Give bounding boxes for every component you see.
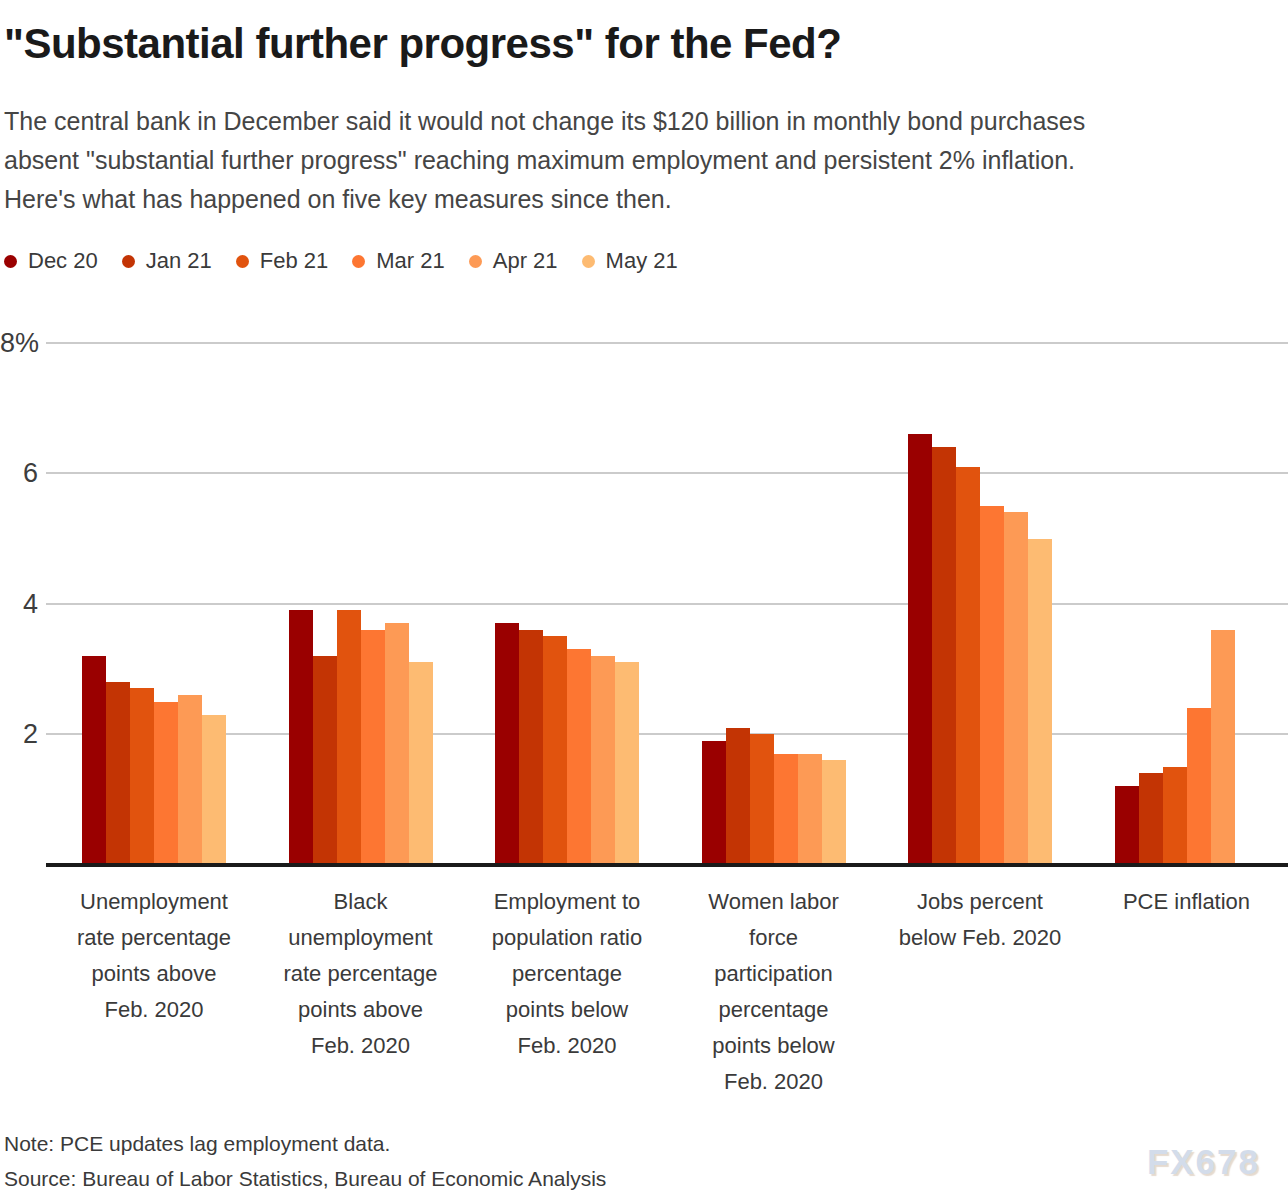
category-label-3: Employment to population ratio percentag…: [461, 884, 673, 1064]
bar-dec-20-cat5: [908, 434, 932, 864]
bar-jan-21-cat3: [519, 630, 543, 865]
gridline-2: [46, 733, 1288, 735]
y-axis-tick-6: 6: [0, 459, 38, 487]
legend-dot-icon: [236, 255, 249, 268]
legend-item-mar-21: Mar 21: [352, 248, 444, 274]
legend-item-jan-21: Jan 21: [122, 248, 212, 274]
gridline-6: [46, 472, 1288, 474]
category-label-6: PCE inflation: [1081, 884, 1288, 920]
legend-item-dec-20: Dec 20: [4, 248, 98, 274]
bar-feb-21-cat3: [543, 636, 567, 864]
legend-label-apr-21: Apr 21: [493, 248, 558, 274]
legend-item-may-21: May 21: [582, 248, 678, 274]
bar-may-21-cat2: [409, 662, 433, 864]
bar-feb-21-cat5: [956, 467, 980, 865]
legend-dot-icon: [582, 255, 595, 268]
bar-feb-21-cat6: [1163, 767, 1187, 865]
bar-may-21-cat4: [822, 760, 846, 864]
bar-feb-21-cat4: [750, 734, 774, 864]
watermark: FX678: [1147, 1142, 1260, 1182]
bar-apr-21-cat4: [798, 754, 822, 865]
bar-jan-21-cat1: [106, 682, 130, 865]
x-axis-line: [46, 863, 1288, 867]
bar-mar-21-cat4: [774, 754, 798, 865]
bar-jan-21-cat4: [726, 728, 750, 865]
chart-note: Note: PCE updates lag employment data.: [4, 1131, 390, 1156]
gridline-8: [46, 342, 1288, 344]
bar-apr-21-cat1: [178, 695, 202, 865]
bar-feb-21-cat1: [130, 688, 154, 864]
legend-item-feb-21: Feb 21: [236, 248, 329, 274]
bar-mar-21-cat3: [567, 649, 591, 864]
category-label-5: Jobs percent below Feb. 2020: [874, 884, 1086, 956]
legend-label-may-21: May 21: [606, 248, 678, 274]
bar-jan-21-cat5: [932, 447, 956, 864]
y-axis-tick-2: 2: [0, 720, 38, 748]
legend-item-apr-21: Apr 21: [469, 248, 558, 274]
chart-subtitle: The central bank in December said it wou…: [4, 102, 1284, 219]
y-axis-tick-8: 8%: [0, 329, 38, 357]
fed-progress-chart-page: "Substantial further progress" for the F…: [0, 0, 1288, 1200]
bar-dec-20-cat1: [82, 656, 106, 865]
gridline-4: [46, 603, 1288, 605]
bar-may-21-cat3: [615, 662, 639, 864]
legend-dot-icon: [4, 255, 17, 268]
bar-dec-20-cat2: [289, 610, 313, 864]
legend-label-feb-21: Feb 21: [260, 248, 329, 274]
legend-dot-icon: [469, 255, 482, 268]
bar-mar-21-cat6: [1187, 708, 1211, 864]
bar-jan-21-cat2: [313, 656, 337, 865]
bar-dec-20-cat4: [702, 741, 726, 865]
bar-may-21-cat5: [1028, 539, 1052, 865]
legend-label-dec-20: Dec 20: [28, 248, 98, 274]
bar-feb-21-cat2: [337, 610, 361, 864]
grouped-bar-chart: 8% 6 4 2 Unemployment rate percentage points…: [0, 330, 1288, 1100]
bar-mar-21-cat1: [154, 702, 178, 865]
legend-dot-icon: [352, 255, 365, 268]
legend-label-jan-21: Jan 21: [146, 248, 212, 274]
bar-apr-21-cat3: [591, 656, 615, 865]
category-label-4: Women labor force participation percenta…: [668, 884, 880, 1100]
category-label-2: Black unemployment rate percentage point…: [255, 884, 467, 1064]
bar-apr-21-cat6: [1211, 630, 1235, 865]
legend-dot-icon: [122, 255, 135, 268]
bar-mar-21-cat5: [980, 506, 1004, 865]
chart-legend: Dec 20 Jan 21 Feb 21 Mar 21 Apr 21 May 21: [4, 248, 678, 274]
page-title: "Substantial further progress" for the F…: [4, 18, 841, 70]
bar-mar-21-cat2: [361, 630, 385, 865]
y-axis-tick-4: 4: [0, 590, 38, 618]
chart-source: Source: Bureau of Labor Statistics, Bure…: [4, 1166, 606, 1191]
bar-jan-21-cat6: [1139, 773, 1163, 864]
bar-apr-21-cat5: [1004, 512, 1028, 864]
bar-apr-21-cat2: [385, 623, 409, 864]
bar-dec-20-cat3: [495, 623, 519, 864]
category-label-1: Unemployment rate percentage points abov…: [48, 884, 260, 1028]
bar-may-21-cat1: [202, 715, 226, 865]
bar-dec-20-cat6: [1115, 786, 1139, 864]
legend-label-mar-21: Mar 21: [376, 248, 444, 274]
